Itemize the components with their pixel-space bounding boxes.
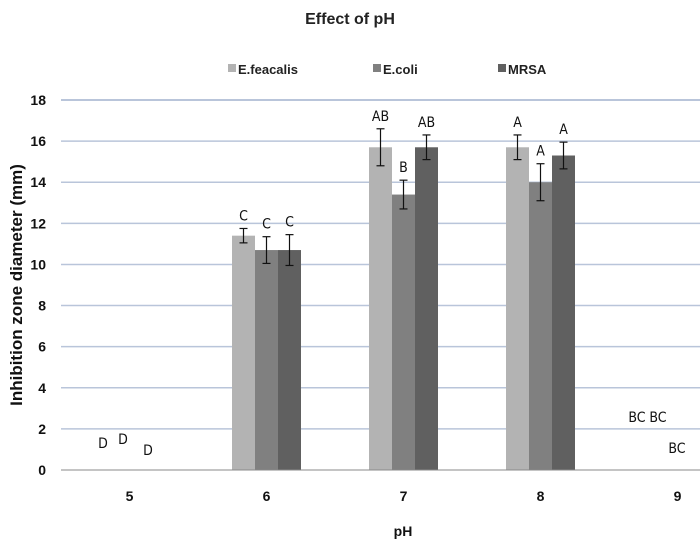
y-tick-label: 8 [38,298,46,314]
y-tick-label: 12 [30,215,46,231]
significance-letter: A [536,144,545,160]
significance-letter: BC [668,441,685,457]
significance-letters: D C AB A BC D C B A BC D C AB A BC [98,109,686,459]
significance-letter: C [239,208,248,224]
y-tick-label: 18 [30,92,46,108]
significance-letter: D [143,443,153,459]
y-tick-label: 4 [38,380,46,396]
y-tick-labels: 0 2 4 6 8 10 12 14 16 18 [30,92,46,478]
y-axis-label: Inhibition zone diameter (mm) [7,164,26,406]
legend-swatch [373,64,381,72]
significance-letter: A [559,122,568,138]
x-tick-labels: 5 6 7 8 9 [126,488,682,504]
x-tick-label: 6 [263,488,271,504]
x-tick-label: 5 [126,488,134,504]
significance-letter: C [285,215,294,231]
y-tick-label: 0 [38,462,46,478]
significance-letter: AB [418,115,435,131]
y-tick-label: 16 [30,133,46,149]
y-tick-label: 14 [30,174,46,190]
significance-letter: B [399,160,408,176]
chart-title: Effect of pH [305,11,395,28]
legend: E.feacalis E.coli MRSA [228,62,547,77]
bar [529,182,552,470]
bar [415,147,438,470]
y-tick-label: 10 [30,256,46,272]
legend-label: MRSA [508,62,547,77]
bars [232,147,575,471]
legend-label: E.coli [383,62,418,77]
bar [506,147,529,470]
significance-letter: A [513,115,522,131]
y-tick-label: 2 [38,421,46,437]
bar [552,155,575,470]
bar [255,250,278,470]
legend-swatch [228,64,236,72]
legend-swatch [498,64,506,72]
significance-letter: BC [649,410,666,426]
significance-letter: D [118,432,128,448]
significance-letter: BC [628,410,645,426]
bar [278,250,301,470]
error-bars [239,128,568,267]
significance-letter: D [98,436,108,452]
significance-letter: AB [372,109,389,125]
x-tick-label: 8 [537,488,545,504]
significance-letter: C [262,217,271,233]
legend-label: E.feacalis [238,62,298,77]
bar [392,194,415,471]
x-tick-label: 9 [674,488,682,504]
bar [232,235,255,470]
x-axis-label: pH [394,523,413,539]
x-tick-label: 7 [400,488,408,504]
y-tick-label: 6 [38,339,46,355]
bar [369,147,392,470]
